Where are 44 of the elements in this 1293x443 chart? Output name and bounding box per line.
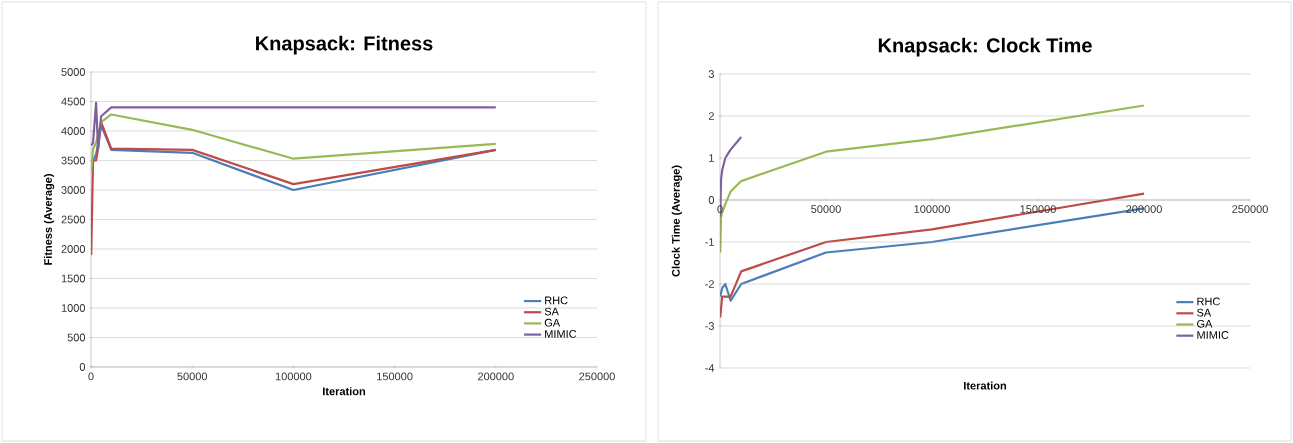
y-tick-label: 3500 [61,156,86,165]
x-tick-label: 50000 [811,205,841,213]
y-tick-label: 1000 [61,304,86,312]
x-tick-label: 150000 [377,372,413,381]
legend-label: MIMIC [545,330,577,338]
y-tick-label: 2500 [61,215,86,224]
y-tick-label: 5000 [61,68,86,76]
legend-label: RHC [545,296,568,305]
chart-title: Knapsack: Clock Time [878,37,1092,57]
legend-label: GA [1197,319,1213,328]
y-tick-label: 3 [708,70,714,78]
x-tick-label: 100000 [275,372,312,381]
y-tick-label: 2000 [61,245,86,253]
y-tick-label: 500 [67,333,86,342]
y-tick-label: 0 [79,363,86,371]
y-tick-label: -2 [705,280,714,288]
x-tick-label: 250000 [1232,205,1268,213]
y-axis-title: Fitness (Average) [43,174,55,265]
line-series [91,101,497,150]
y-tick-label: -4 [705,364,715,372]
y-tick-label: -3 [705,322,714,330]
legend-label: GA [544,318,561,327]
y-tick-label: 4500 [61,97,86,106]
x-axis-title: Iteration [323,387,366,396]
y-axis-title: Clock Time (Average) [671,165,683,277]
legend-label: RHC [1197,297,1220,306]
y-tick-label: 1500 [61,274,86,283]
x-axis-title: Iteration [964,381,1007,390]
legend-label: SA [544,307,559,316]
x-tick-label: 50000 [177,372,208,381]
x-tick-label: 200000 [1126,205,1162,213]
legend-label: SA [1197,308,1212,317]
y-tick-label: 4000 [61,127,86,135]
chart-title: Knapsack: Fitness [256,35,433,55]
y-tick-label: 3000 [61,186,86,194]
x-tick-label: 250000 [579,372,615,381]
x-tick-label: 200000 [478,372,514,381]
y-tick-label: 1 [709,154,714,162]
x-tick-label: 0 [88,372,94,381]
legend-label: MIMIC [1197,331,1229,339]
y-tick-label: -1 [705,238,714,246]
x-tick-label: 100000 [914,205,950,213]
y-tick-label: 2 [708,112,714,120]
y-tick-label: 0 [708,196,715,204]
